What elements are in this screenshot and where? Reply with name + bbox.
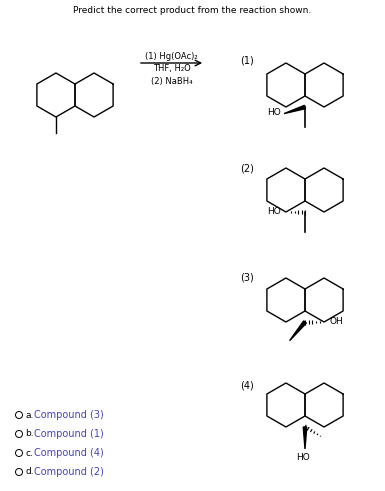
Text: THF, H₂O: THF, H₂O: [152, 64, 190, 73]
Text: (1): (1): [240, 55, 254, 65]
Polygon shape: [284, 106, 306, 113]
Text: HO: HO: [296, 453, 310, 462]
Text: c.: c.: [25, 448, 33, 458]
Text: Compound (3): Compound (3): [34, 410, 104, 420]
Text: (3): (3): [240, 273, 254, 283]
Text: Compound (2): Compound (2): [34, 467, 104, 477]
Text: (2): (2): [240, 163, 254, 173]
Text: (4): (4): [240, 380, 254, 390]
Text: OH: OH: [329, 317, 343, 326]
Text: d.: d.: [25, 467, 33, 476]
Text: Compound (4): Compound (4): [34, 448, 104, 458]
Text: a.: a.: [25, 410, 33, 419]
Text: Compound (1): Compound (1): [34, 429, 104, 439]
Text: b.: b.: [25, 430, 33, 438]
Text: (2) NaBH₄: (2) NaBH₄: [151, 77, 192, 86]
Polygon shape: [290, 321, 306, 341]
Text: Predict the correct product from the reaction shown.: Predict the correct product from the rea…: [73, 6, 311, 15]
Polygon shape: [303, 427, 307, 449]
Text: (1) Hg(OAc)₂: (1) Hg(OAc)₂: [145, 52, 198, 61]
Text: HO: HO: [267, 207, 281, 216]
Text: HO: HO: [267, 108, 281, 117]
